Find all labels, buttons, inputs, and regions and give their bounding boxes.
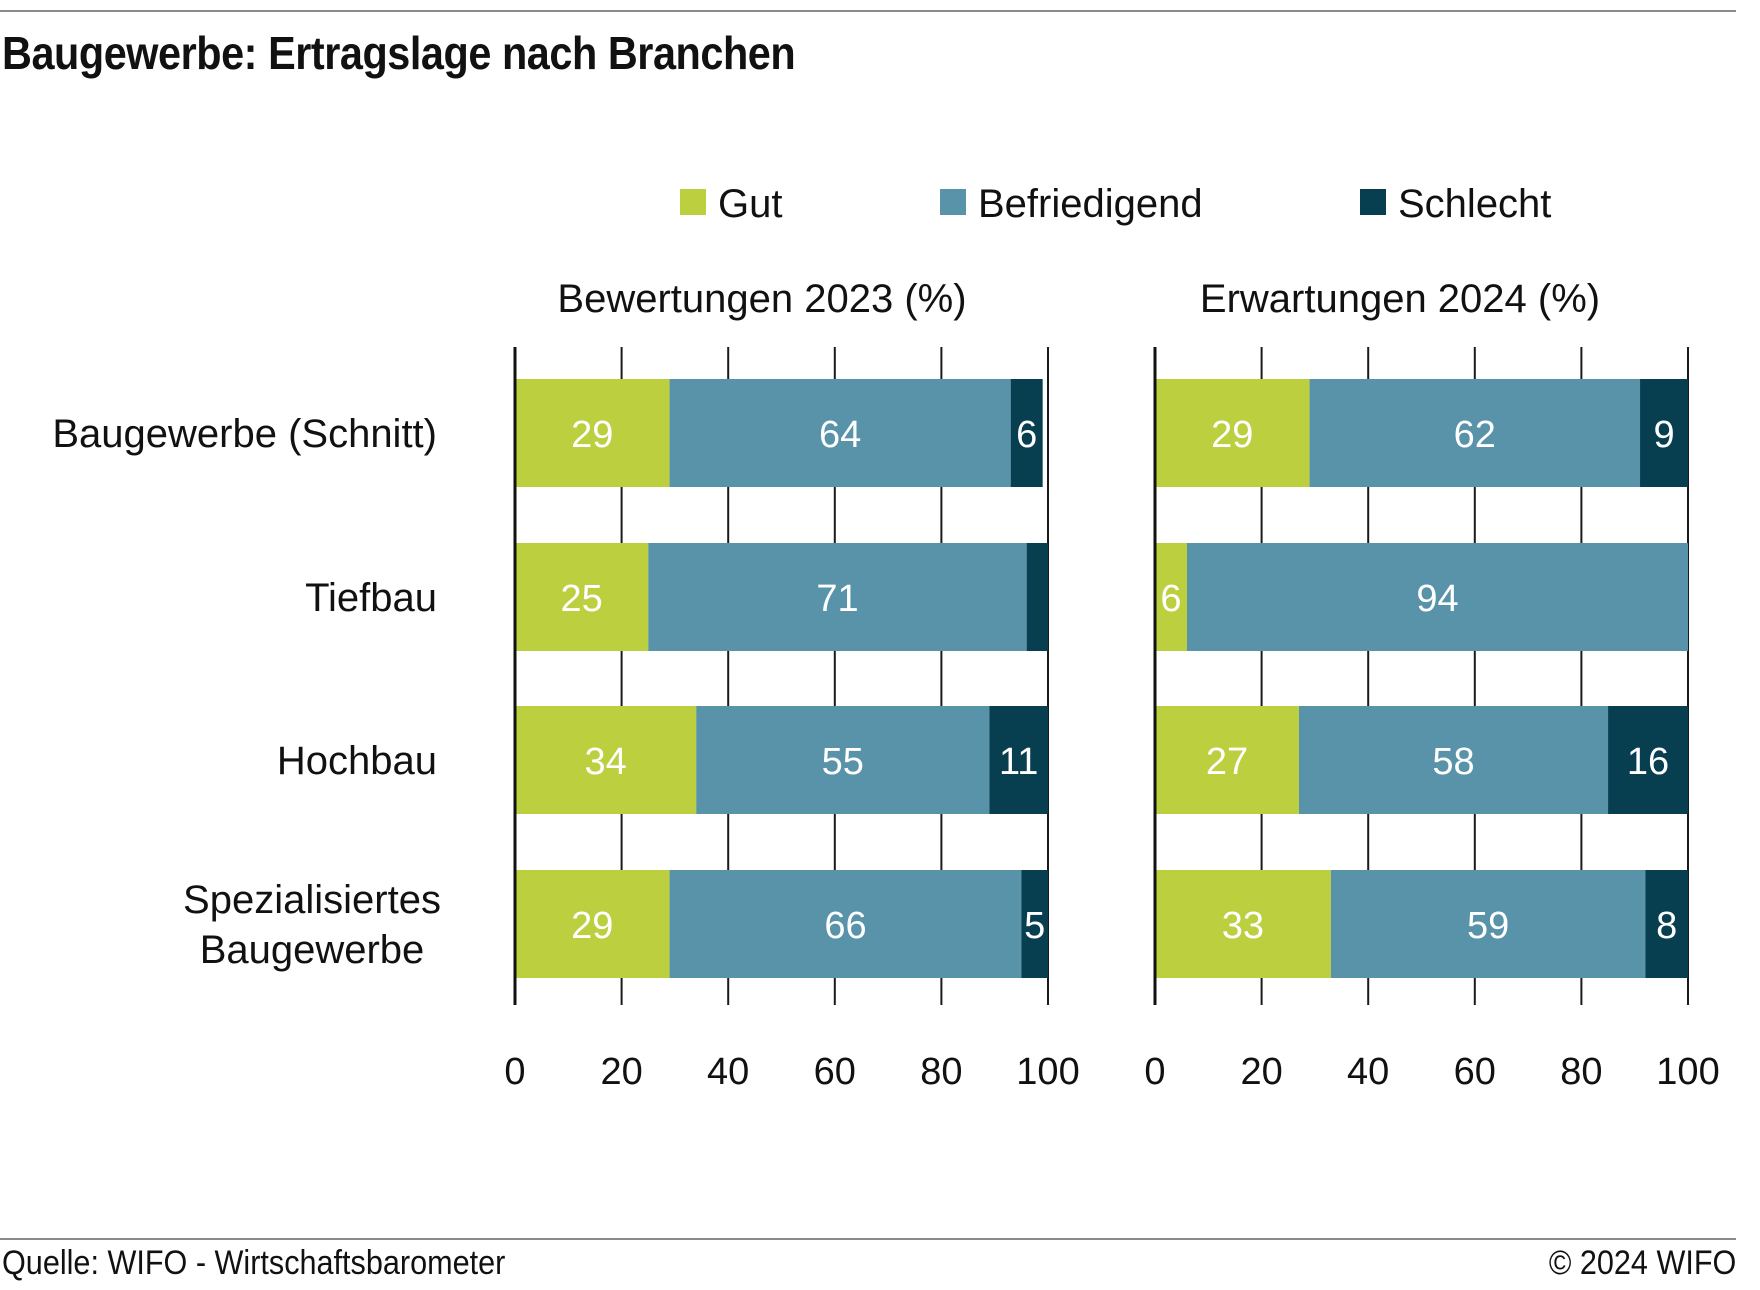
data-label-1-2-0: 27 — [1206, 741, 1248, 783]
panel-title-1: Erwartungen 2024 (%) — [1200, 277, 1600, 321]
legend-label-2: Schlecht — [1398, 182, 1551, 226]
bar-0-0-befriedigend — [669, 379, 1011, 487]
bar-0-3-schlecht — [1021, 870, 1048, 978]
data-label-0-2-0: 34 — [584, 741, 626, 783]
tick-label-1-5: 100 — [1656, 1051, 1719, 1093]
data-label-1-3-0: 33 — [1222, 905, 1264, 947]
copyright-note: © 2024 WIFO — [1548, 1244, 1736, 1282]
bar-0-1-befriedigend — [648, 543, 1027, 651]
bar-1-3-schlecht — [1645, 870, 1688, 978]
data-label-1-0-0: 29 — [1211, 414, 1253, 456]
tick-label-1-2: 40 — [1347, 1051, 1389, 1093]
legend-swatch-0 — [680, 189, 706, 215]
chart-title: Baugewerbe: Ertragslage nach Branchen — [2, 27, 796, 79]
tick-label-0-0: 0 — [504, 1051, 525, 1093]
chart-area: Gut Befriedigend Schlecht Bewertungen 2023 … — [52, 182, 1719, 1093]
category-label-0-0: Baugewerbe (Schnitt) — [52, 412, 437, 456]
tick-label-1-0: 0 — [1144, 1051, 1165, 1093]
legend-swatch-1 — [940, 189, 966, 215]
tick-label-0-2: 40 — [707, 1051, 749, 1093]
data-label-0-1-1: 71 — [816, 578, 858, 620]
bar-1-3-befriedigend — [1330, 870, 1646, 978]
bar-0-3-befriedigend — [669, 870, 1022, 978]
data-label-0-0-1: 64 — [819, 414, 861, 456]
data-label-0-0-2: 6 — [1016, 414, 1037, 456]
source-note: Quelle: WIFO - Wirtschaftsbarometer — [2, 1244, 506, 1282]
top-rule — [0, 10, 1736, 12]
tick-label-0-4: 80 — [920, 1051, 962, 1093]
data-label-1-2-2: 16 — [1627, 741, 1669, 783]
data-label-0-0-0: 29 — [571, 414, 613, 456]
bar-0-2-schlecht — [989, 706, 1048, 814]
category-label-1-0: Tiefbau — [305, 576, 437, 620]
bar-1-1-gut — [1155, 543, 1187, 651]
legend-label-1: Befriedigend — [978, 182, 1203, 226]
panel-title-0: Bewertungen 2023 (%) — [557, 277, 966, 321]
bar-0-0-schlecht — [1010, 379, 1043, 487]
bar-1-2-gut — [1155, 706, 1299, 814]
bar-1-0-gut — [1155, 379, 1310, 487]
bar-0-1-gut — [515, 543, 649, 651]
tick-label-1-4: 80 — [1560, 1051, 1602, 1093]
bar-1-0-schlecht — [1640, 379, 1688, 487]
data-label-1-3-1: 59 — [1467, 905, 1509, 947]
data-label-0-2-2: 11 — [999, 741, 1038, 783]
bottom-rule — [0, 1238, 1736, 1240]
bar-0-1-schlecht — [1026, 543, 1048, 651]
data-label-0-2-1: 55 — [822, 741, 864, 783]
category-label-2-0: Hochbau — [277, 739, 437, 783]
tick-label-1-1: 20 — [1240, 1051, 1282, 1093]
data-label-0-3-1: 66 — [824, 905, 866, 947]
bar-1-3-gut — [1155, 870, 1331, 978]
data-label-1-2-1: 58 — [1432, 741, 1474, 783]
legend-label-0: Gut — [718, 182, 782, 226]
bar-0-3-gut — [515, 870, 670, 978]
legend-swatch-2 — [1360, 189, 1386, 215]
tick-label-0-5: 100 — [1016, 1051, 1079, 1093]
category-label-3-1: Baugewerbe — [200, 928, 425, 972]
data-label-0-3-2: 5 — [1024, 905, 1045, 947]
data-label-1-1-1: 94 — [1416, 578, 1458, 620]
data-label-1-3-2: 8 — [1656, 905, 1677, 947]
bar-1-2-befriedigend — [1298, 706, 1609, 814]
tick-label-0-3: 60 — [814, 1051, 856, 1093]
bar-0-2-gut — [515, 706, 697, 814]
bar-1-1-befriedigend — [1186, 543, 1688, 651]
tick-label-0-1: 20 — [600, 1051, 642, 1093]
data-label-1-1-0: 6 — [1160, 578, 1181, 620]
data-label-1-0-2: 9 — [1653, 414, 1674, 456]
bar-1-2-schlecht — [1608, 706, 1688, 814]
data-label-1-0-1: 62 — [1454, 414, 1496, 456]
tick-label-1-3: 60 — [1454, 1051, 1496, 1093]
category-label-3-0: Spezialisiertes — [183, 878, 441, 922]
bar-0-0-gut — [515, 379, 670, 487]
data-label-0-3-0: 29 — [571, 905, 613, 947]
bar-1-0-befriedigend — [1309, 379, 1641, 487]
bar-0-2-befriedigend — [696, 706, 990, 814]
data-label-0-1-0: 25 — [560, 578, 602, 620]
